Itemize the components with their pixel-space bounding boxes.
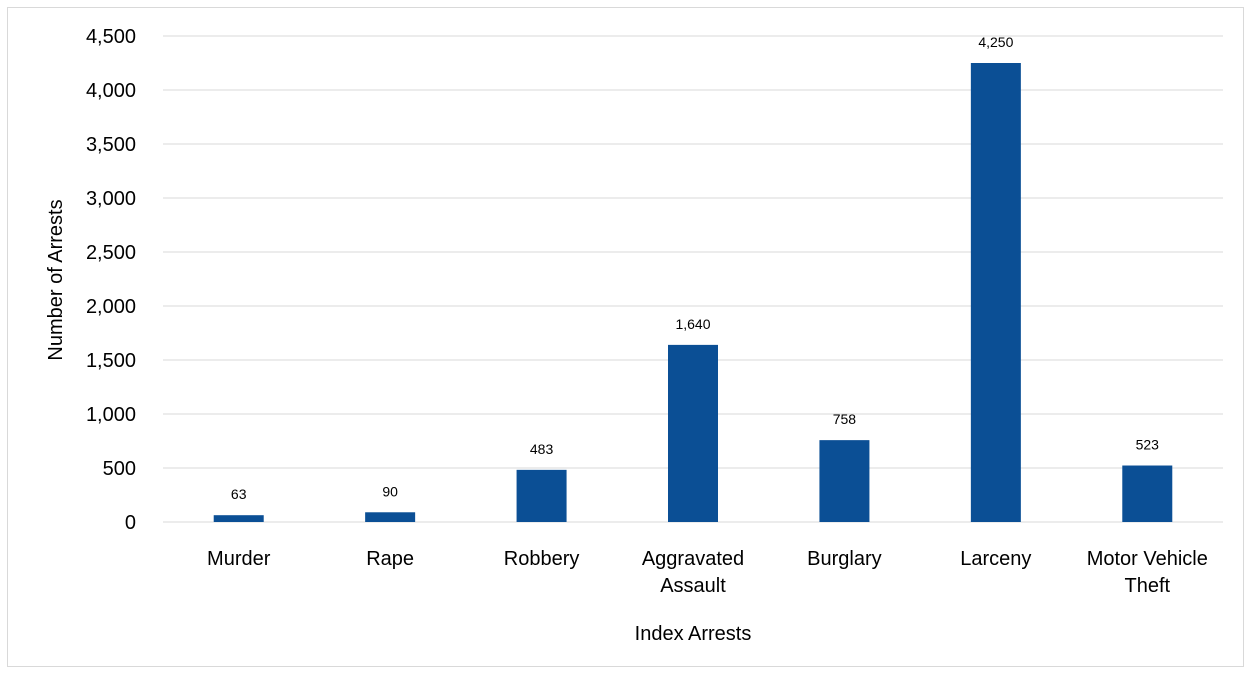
y-tick-label: 500 (103, 458, 136, 480)
data-label: 90 (382, 483, 398, 499)
data-label: 758 (833, 411, 857, 427)
x-category-label-line: Robbery (504, 548, 580, 570)
y-tick-label: 4,500 (86, 26, 136, 48)
x-category-label: Motor Vehicle Theft (1087, 548, 1208, 597)
x-category-label-line: Aggravated (642, 548, 744, 570)
x-category-label: Robbery (504, 548, 580, 570)
y-axis-ticks: 0 500 1,000 1,500 2,000 2,500 3,000 3,500 4,000 4… (86, 26, 136, 534)
data-label: 63 (231, 486, 247, 502)
x-category-label-line: Motor Vehicle (1087, 548, 1208, 570)
x-category-label-line: Murder (207, 548, 271, 570)
y-tick-label: 1,000 (86, 404, 136, 426)
data-label: 1,640 (675, 316, 710, 332)
bar (365, 512, 416, 522)
x-category-label: Murder (207, 548, 271, 570)
x-category-label-line: Rape (366, 548, 414, 570)
y-tick-label: 3,500 (86, 134, 136, 156)
y-tick-label: 1,500 (86, 350, 136, 372)
y-tick-label: 4,000 (86, 80, 136, 102)
data-label: 4,250 (978, 34, 1013, 50)
x-axis-categories: Murder Rape Robbery Aggravated Assault Burgla… (207, 548, 1208, 597)
bar (1122, 465, 1173, 522)
chart-frame (7, 7, 1244, 667)
bar (668, 344, 718, 522)
bar (516, 469, 567, 522)
x-category-label-line: Burglary (807, 548, 881, 570)
x-category-label: Rape (366, 548, 414, 570)
x-category-label: Burglary (807, 548, 881, 570)
x-category-label: Aggravated Assault (642, 548, 744, 597)
gridlines (163, 35, 1223, 523)
data-label: 483 (530, 441, 554, 457)
bars (213, 63, 1173, 522)
y-tick-label: 2,000 (86, 296, 136, 318)
y-tick-label: 0 (125, 512, 136, 534)
y-tick-label: 3,000 (86, 188, 136, 210)
data-label: 523 (1136, 437, 1160, 453)
x-category-label-line: Theft (1124, 575, 1170, 597)
y-tick-label: 2,500 (86, 242, 136, 264)
x-axis-title: Index Arrests (635, 623, 752, 645)
x-category-label-line: Larceny (960, 548, 1031, 570)
data-labels: 63 90 483 1,640 758 4,250 523 (231, 34, 1159, 502)
x-category-label: Larceny (960, 548, 1031, 570)
bar (819, 440, 870, 522)
bar (213, 515, 264, 522)
y-axis-title: Number of Arrests (45, 199, 67, 360)
x-category-label-line: Assault (660, 575, 726, 597)
bar (970, 63, 1021, 522)
